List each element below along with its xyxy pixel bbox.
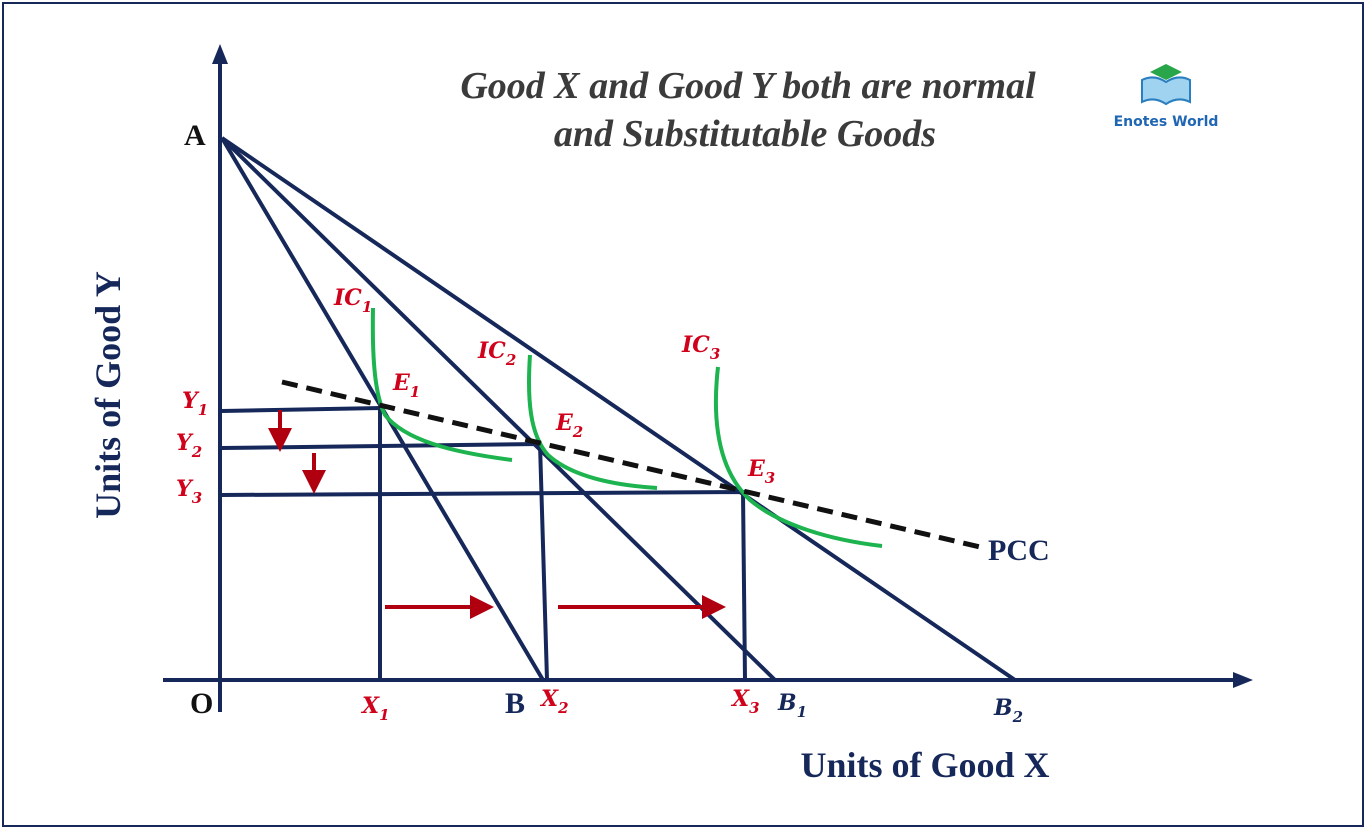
label-subscript: 3 bbox=[710, 345, 720, 363]
pcc-line bbox=[281, 379, 981, 550]
label-main: B bbox=[993, 695, 1013, 721]
arrow bbox=[1233, 672, 1253, 688]
label-subscript: 3 bbox=[765, 469, 775, 487]
point-label: E1 bbox=[392, 370, 420, 401]
point-label: X2 bbox=[539, 686, 569, 717]
label-subscript: 2 bbox=[1012, 708, 1023, 726]
label-main: IC bbox=[333, 285, 362, 311]
point-label: IC3 bbox=[681, 332, 720, 363]
point-label: IC1 bbox=[333, 285, 372, 316]
label-subscript: 3 bbox=[192, 489, 202, 507]
logo-text: Enotes World bbox=[1114, 114, 1219, 130]
point-label: E3 bbox=[747, 456, 775, 487]
budget-line bbox=[220, 136, 777, 682]
label-main: IC bbox=[477, 338, 506, 364]
label-subscript: 1 bbox=[362, 298, 372, 316]
label-main: Y bbox=[176, 476, 194, 502]
indifference-curve bbox=[527, 354, 658, 490]
point-label: A bbox=[184, 119, 206, 152]
point-label: X1 bbox=[360, 693, 390, 724]
budget-line bbox=[220, 136, 1017, 682]
label-subscript: 1 bbox=[797, 703, 807, 721]
label-main: X bbox=[539, 686, 559, 712]
x-axis-label: Units of Good X bbox=[800, 745, 1049, 785]
label-subscript: 2 bbox=[572, 423, 583, 441]
label-subscript: 1 bbox=[379, 706, 389, 724]
label-subscript: 1 bbox=[198, 401, 208, 419]
title: and Substitutable Goods bbox=[554, 113, 936, 155]
origin-label: O bbox=[190, 687, 213, 720]
point-label: B2 bbox=[993, 695, 1023, 726]
label-subscript: 3 bbox=[749, 699, 759, 717]
point-label: B1 bbox=[777, 690, 807, 721]
point-label: B bbox=[505, 687, 525, 720]
point-label: E2 bbox=[555, 410, 583, 441]
label-main: Y bbox=[176, 430, 194, 456]
y-axis-label: Units of Good Y bbox=[88, 271, 128, 519]
point-label: IC2 bbox=[477, 338, 516, 369]
logo: Enotes World bbox=[1114, 64, 1219, 130]
label-main: E bbox=[392, 370, 411, 396]
label-main: X bbox=[360, 693, 380, 719]
title: Good X and Good Y both are normal bbox=[460, 65, 1036, 107]
indifference-curve bbox=[713, 366, 883, 548]
point-label: Y3 bbox=[176, 476, 202, 507]
label-main: B bbox=[777, 690, 797, 716]
pcc-label: PCC bbox=[988, 534, 1050, 567]
point-label: Y1 bbox=[182, 388, 208, 419]
label-subscript: 2 bbox=[557, 699, 568, 717]
point-label: Y2 bbox=[176, 430, 202, 461]
point-label: X3 bbox=[730, 686, 760, 717]
label-main: IC bbox=[681, 332, 710, 358]
label-subscript: 2 bbox=[505, 351, 516, 369]
label-subscript: 2 bbox=[191, 443, 202, 461]
label-main: Y bbox=[182, 388, 200, 414]
label-subscript: 1 bbox=[410, 383, 420, 401]
label-main: E bbox=[747, 456, 766, 482]
arrow bbox=[212, 44, 228, 64]
label-main: E bbox=[555, 410, 574, 436]
indifference-curve bbox=[370, 307, 513, 462]
label-main: X bbox=[730, 686, 750, 712]
